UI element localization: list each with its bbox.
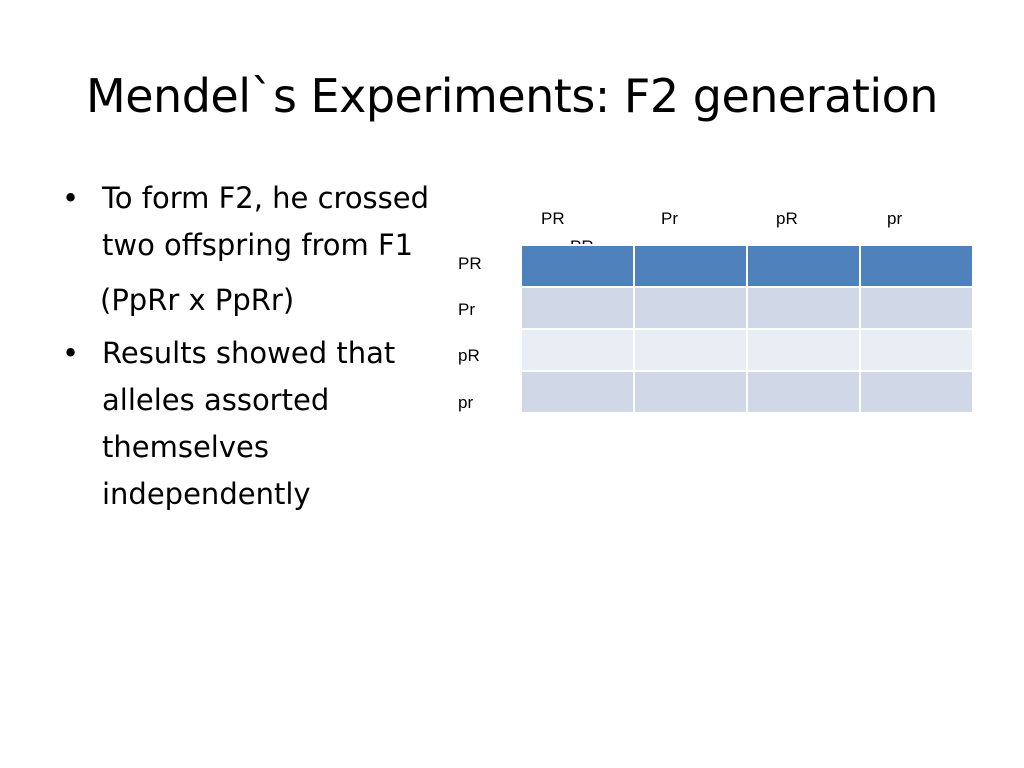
slide-title: Mendel`s Experiments: F2 generation	[86, 69, 938, 123]
table-cell	[520, 328, 635, 372]
table-cell	[633, 328, 748, 372]
bullet-item: • To form F2, he crossed two offspring f…	[60, 175, 460, 269]
table-cell	[520, 244, 635, 288]
bullet-item: • Results showed that alleles assorted t…	[60, 330, 460, 518]
table-cell	[859, 286, 974, 330]
column-header: Pr	[661, 209, 678, 228]
table-cell	[633, 244, 748, 288]
punnett-square	[520, 244, 974, 414]
table-cell	[520, 370, 635, 414]
bullet-icon: •	[62, 181, 80, 215]
table-cell	[746, 244, 861, 288]
table-cell	[859, 370, 974, 414]
table-row	[520, 328, 974, 372]
column-header: PR	[541, 209, 565, 228]
cross-text: (PpRr x PpRr)	[100, 283, 295, 317]
table-cell	[633, 370, 748, 414]
column-header-overflow: PR	[570, 236, 610, 246]
table-cell	[746, 328, 861, 372]
table-cell	[859, 328, 974, 372]
bullet-icon: •	[62, 336, 80, 370]
table-cell	[859, 244, 974, 288]
table-cell	[746, 370, 861, 414]
column-header: pr	[887, 209, 903, 228]
table-cell	[746, 286, 861, 330]
table-cell	[633, 286, 748, 330]
bullet-text: To form F2, he crossed two offspring fro…	[102, 181, 430, 262]
row-header: PR	[458, 254, 482, 273]
table-row	[520, 286, 974, 330]
table-row	[520, 244, 974, 288]
bullet-list: • To form F2, he crossed two offspring f…	[60, 175, 460, 526]
table-row	[520, 370, 974, 414]
row-header: pR	[458, 346, 480, 365]
row-header: Pr	[458, 300, 475, 319]
table-cell	[520, 286, 635, 330]
row-header: pr	[458, 393, 474, 412]
column-header: pR	[776, 209, 798, 228]
bullet-text: Results showed that alleles assorted the…	[102, 336, 396, 511]
